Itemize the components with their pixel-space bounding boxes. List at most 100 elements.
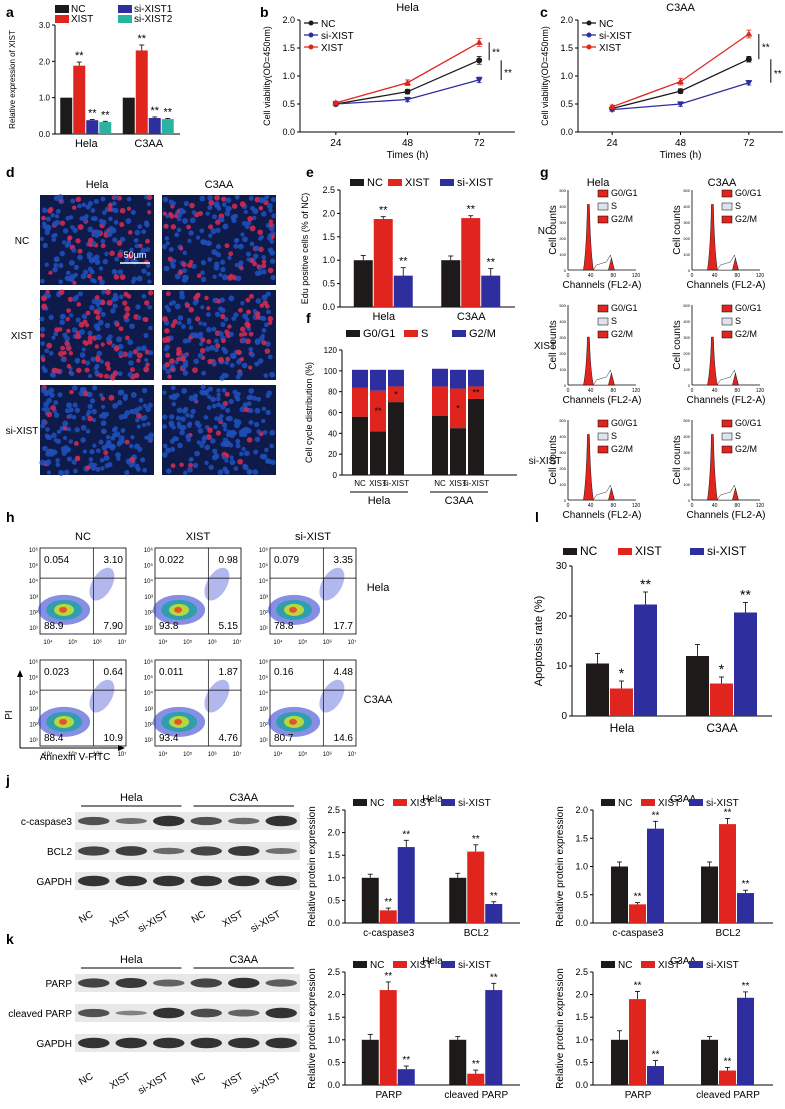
nucleus	[169, 438, 175, 444]
legend-swatch	[597, 215, 609, 224]
nucleus	[72, 385, 78, 391]
nucleus	[189, 414, 195, 419]
nucleus	[145, 362, 150, 368]
y-tick-label: 10⁴	[259, 578, 269, 585]
nucleus	[39, 316, 45, 322]
nucleus	[59, 250, 65, 257]
y-tick-label: 300	[683, 450, 690, 455]
nucleus	[206, 339, 212, 345]
nucleus	[72, 402, 78, 408]
y-tick-label: 0.5	[575, 1057, 588, 1067]
data-point	[404, 88, 411, 95]
nucleus	[56, 429, 62, 434]
nucleus	[208, 233, 213, 238]
nucleus	[92, 229, 99, 236]
nucleus	[78, 390, 85, 397]
peak-g2m	[732, 372, 739, 386]
nucleus	[144, 300, 150, 306]
nucleus	[197, 333, 204, 340]
bar-xist	[610, 688, 633, 716]
nucleus	[248, 293, 254, 299]
legend-swatch	[441, 961, 455, 968]
nucleus	[147, 402, 153, 408]
nucleus	[129, 367, 135, 373]
nucleus	[261, 263, 267, 269]
nucleus	[238, 243, 244, 250]
y-tick-label: 200	[559, 466, 566, 471]
quadrant-value: 0.64	[104, 667, 124, 678]
nucleus	[167, 374, 172, 379]
nucleus	[174, 436, 180, 442]
nucleus	[227, 275, 233, 281]
nucleus	[189, 457, 194, 462]
blot-band	[153, 979, 185, 987]
bar-si-xist1	[86, 120, 99, 134]
nucleus	[53, 412, 60, 418]
nucleus	[163, 346, 169, 352]
nucleus	[233, 312, 239, 318]
y-tick-label: 0	[564, 383, 567, 388]
legend-swatch	[721, 189, 733, 198]
nucleus	[211, 403, 217, 409]
quadrant-value: 0.054	[44, 555, 69, 566]
nucleus	[63, 447, 70, 454]
nucleus	[254, 338, 261, 345]
y-axis: 0.0 0.5 1.0 1.5 2.0 2.5 Relative protein expre…	[307, 967, 346, 1090]
y-tick-label: 1.5	[327, 1012, 340, 1022]
nucleus	[112, 201, 117, 206]
legend-label: G0/G1	[735, 303, 762, 313]
nucleus	[76, 367, 82, 374]
y-tick-label: 10⁴	[144, 578, 154, 585]
nucleus	[41, 357, 46, 363]
nucleus	[53, 400, 59, 406]
nucleus	[211, 249, 218, 255]
nucleus	[109, 250, 115, 257]
nucleus	[146, 201, 152, 207]
nucleus	[82, 269, 89, 275]
nucleus	[168, 414, 175, 420]
nucleus	[177, 320, 182, 326]
peak-g2m	[608, 487, 615, 501]
nucleus	[208, 464, 214, 470]
x-axis-title: Channels (FL2-A)	[687, 395, 766, 406]
y-tick-label: 10¹	[144, 738, 153, 744]
panel-letter-k: k	[6, 931, 14, 947]
y-tick-label: 10¹	[144, 626, 153, 632]
nucleus	[214, 347, 219, 353]
y-tick-label: 0	[564, 498, 567, 503]
nucleus	[78, 321, 85, 328]
quadrant-value: 80.7	[274, 733, 294, 744]
nucleus	[104, 373, 110, 379]
blot-band	[265, 875, 297, 887]
nucleus	[179, 462, 184, 468]
nucleus	[92, 443, 97, 448]
nucleus	[91, 298, 98, 305]
nucleus	[206, 394, 212, 400]
nucleus	[240, 337, 247, 344]
legend-swatch	[618, 548, 632, 555]
bar-nc	[122, 97, 135, 134]
nucleus	[147, 290, 154, 296]
nucleus	[207, 205, 213, 211]
significance-mark: **	[640, 576, 651, 592]
nucleus	[182, 250, 188, 255]
group-label: Hela	[368, 495, 392, 507]
nucleus	[147, 436, 154, 443]
legend-swatch	[118, 5, 132, 13]
nucleus	[79, 216, 84, 221]
blot-group-label: Hela	[120, 792, 144, 804]
nucleus	[105, 336, 111, 342]
legend-label: G2/M	[611, 214, 633, 224]
nucleus	[231, 203, 238, 209]
x-tick-label: 40	[712, 273, 718, 279]
nucleus	[216, 252, 222, 258]
nucleus	[62, 435, 68, 441]
nucleus	[146, 271, 151, 277]
nucleus	[221, 274, 228, 281]
nucleus	[226, 440, 231, 446]
bar-nc	[611, 866, 628, 923]
nucleus	[89, 398, 96, 404]
y-tick-label: 0.0	[282, 127, 295, 137]
y-tick-label: 0.0	[327, 918, 340, 928]
nucleus	[71, 459, 77, 465]
